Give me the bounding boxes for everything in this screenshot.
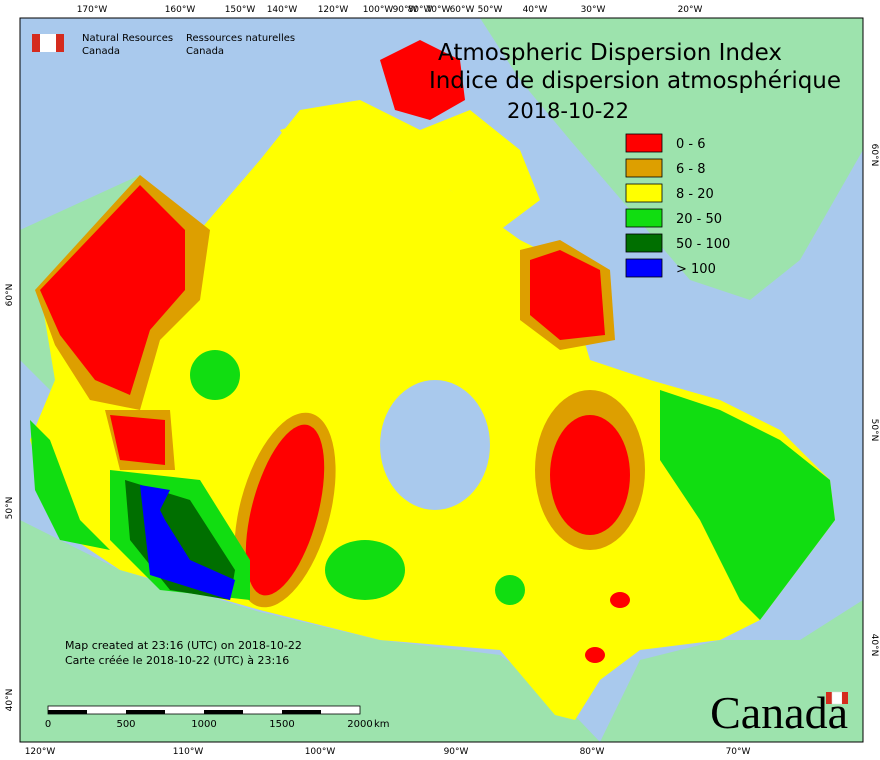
created-fr: Carte créée le 2018-10-22 (UTC) à 23:16 — [65, 654, 289, 667]
title-en: Atmospheric Dispersion Index — [438, 40, 782, 66]
legend-label: 20 - 50 — [676, 212, 722, 227]
flag-bar — [56, 34, 64, 52]
longitude-label: 90°W — [393, 5, 418, 15]
legend-label: > 100 — [676, 262, 716, 277]
legend-swatch — [625, 158, 663, 178]
zone — [610, 592, 630, 608]
legend-swatch — [625, 258, 663, 278]
longitude-label: 80°W — [408, 5, 433, 15]
agency-fr: Ressources naturelles — [186, 33, 295, 44]
zone — [380, 40, 465, 120]
zone — [190, 350, 240, 400]
longitude-label: 70°W — [726, 747, 751, 757]
hudson-bay — [380, 380, 490, 510]
legend-label: 0 - 6 — [676, 137, 706, 152]
longitude-label: 100°W — [363, 5, 394, 15]
longitude-label: 40°W — [523, 5, 548, 15]
scale-label: 0 — [45, 719, 51, 730]
longitude-label: 50°W — [478, 5, 503, 15]
latitude-label: 60°N — [869, 144, 879, 167]
latitude-label: 40°N — [5, 689, 15, 712]
zone — [140, 485, 235, 600]
legend-swatch — [625, 133, 663, 153]
title-date: 2018-10-22 — [507, 99, 629, 123]
longitude-label: 160°W — [165, 5, 196, 15]
scale-label: 1500 — [269, 719, 294, 730]
flag-bar — [826, 692, 832, 704]
legend: 0 - 6 6 - 8 8 - 20 20 - 50 50 - 100 > 100 — [625, 133, 730, 278]
latitude-label: 60°N — [5, 284, 15, 307]
scale-unit: km — [374, 719, 390, 730]
zone — [585, 647, 605, 663]
longitude-label: 120°W — [318, 5, 349, 15]
greenland — [480, 18, 863, 300]
created-en: Map created at 23:16 (UTC) on 2018-10-22 — [65, 639, 302, 652]
longitude-label: 100°W — [305, 747, 336, 757]
longitude-label: 170°W — [77, 5, 108, 15]
graticule: 170°W 160°W 150°W 140°W 120°W 100°W 90°W80°W70… — [5, 5, 879, 757]
flag-center — [831, 691, 843, 705]
agency-en: Natural Resources — [82, 33, 173, 44]
map-body — [19, 17, 864, 743]
longitude-label: 30°W — [581, 5, 606, 15]
legend-swatch — [625, 233, 663, 253]
legend-label: 50 - 100 — [676, 237, 730, 252]
usa-east — [600, 600, 863, 742]
longitude-label: 150°W — [225, 5, 256, 15]
zone — [40, 185, 185, 395]
latitude-label: 50°N — [5, 497, 15, 520]
latitude-label: 40°N — [869, 634, 879, 657]
longitude-label: 90°W — [444, 747, 469, 757]
scale-segment — [126, 710, 165, 714]
longitude-label: 70°W — [426, 5, 451, 15]
island — [280, 115, 340, 160]
zone — [660, 390, 835, 620]
zone — [550, 415, 630, 535]
legend-label: 6 - 8 — [676, 162, 706, 177]
zone — [530, 250, 605, 340]
legend-swatch — [625, 208, 663, 228]
title-fr: Indice de dispersion atmosphérique — [429, 68, 841, 94]
nrcan-header: Natural Resources Canada Ressources natu… — [32, 33, 295, 57]
scale-segment — [282, 710, 321, 714]
longitude-label: 120°W — [25, 747, 56, 757]
country-fr: Canada — [186, 46, 224, 57]
latitude-label: 50°N — [869, 419, 879, 442]
longitude-label: 140°W — [267, 5, 298, 15]
scale-label: 2000 — [347, 719, 372, 730]
country-en: Canada — [82, 46, 120, 57]
zone — [30, 420, 110, 550]
usa — [20, 520, 600, 742]
scale-bar: 0 500 1000 1500 2000 km — [45, 705, 390, 730]
legend-label: 8 - 20 — [676, 187, 714, 202]
longitude-label: 20°W — [678, 5, 703, 15]
scale-segment — [48, 710, 87, 714]
zone — [495, 575, 525, 605]
longitude-label: 110°W — [173, 747, 204, 757]
wordmark-flag — [826, 691, 848, 705]
zone — [110, 415, 165, 465]
flag-bar — [32, 34, 40, 52]
scale-label: 1000 — [191, 719, 216, 730]
longitude-label: 60°W — [450, 5, 475, 15]
flag-center — [40, 34, 56, 52]
canada-wordmark: Canada — [710, 687, 848, 738]
longitude-label: 80°W — [580, 747, 605, 757]
zone — [325, 540, 405, 600]
flag-bar — [842, 692, 848, 704]
legend-swatch — [625, 183, 663, 203]
scale-segment — [204, 710, 243, 714]
frame — [19, 17, 864, 743]
zone — [245, 424, 325, 596]
scale-label: 500 — [116, 719, 135, 730]
